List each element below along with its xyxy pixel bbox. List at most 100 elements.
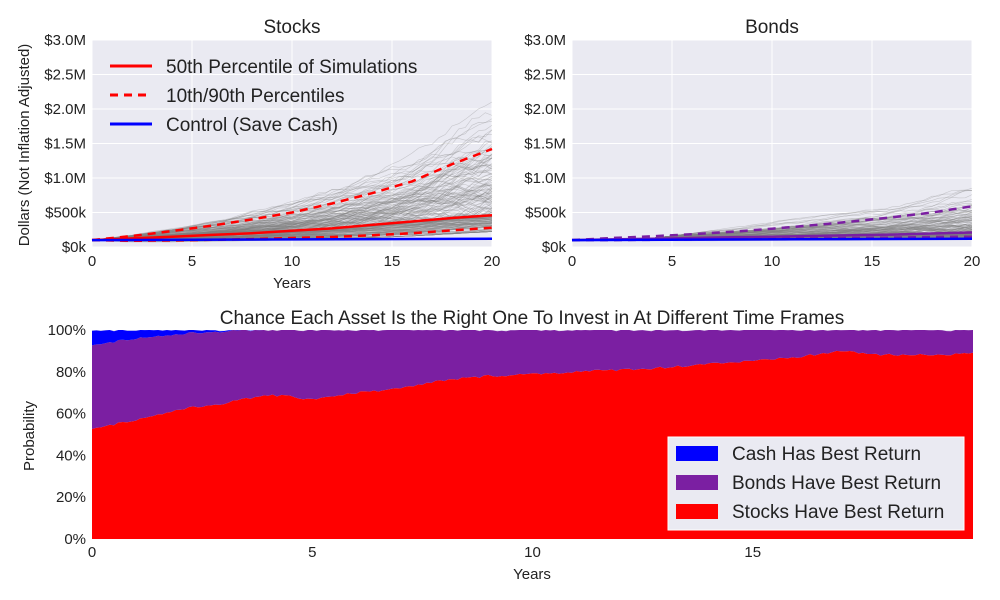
stocks-simulation-160 xyxy=(91,163,493,241)
stocks-simulation-176 xyxy=(91,194,493,241)
stocks-simulation-36 xyxy=(91,164,493,241)
bonds-title: Bonds xyxy=(745,17,799,38)
stocks-y-ticks: $0k $500k $1.0M $1.5M $2.0M $2.5M $3.0M xyxy=(44,32,86,256)
probability-y-ticks: 0% 20% 40% 60% 80% 100% xyxy=(48,322,86,548)
stocks-y-axis-label: Dollars (Not Inflation Adjusted) xyxy=(16,44,33,247)
stocks-y-tick-label: $0k xyxy=(62,239,87,256)
probability-y-tick-label: 80% xyxy=(56,364,86,381)
stocks-x-tick-label: 5 xyxy=(188,253,196,270)
probability-y-tick-label: 100% xyxy=(48,322,86,339)
stocks-simulation-0 xyxy=(91,186,493,241)
stocks-simulation-77 xyxy=(91,158,493,241)
stocks-simulation-191 xyxy=(91,129,493,241)
bonds-y-tick-label: $0k xyxy=(542,239,567,256)
stocks-simulation-146 xyxy=(91,156,493,241)
probability-y-tick-label: 0% xyxy=(64,531,86,548)
stocks-simulation-136 xyxy=(91,169,493,241)
bonds-p90-line xyxy=(571,205,973,242)
stocks-chart: Stocks 0 5 10 15 20 $0k$500k$1.0M$1.5M$2.0M$… xyxy=(16,17,500,292)
stocks-simulation-83 xyxy=(91,218,493,241)
stocks-simulation-145 xyxy=(91,191,493,241)
stocks-simulation-175 xyxy=(91,157,493,241)
probability-x-tick-label: 5 xyxy=(308,544,316,561)
stocks-simulation-32 xyxy=(91,167,493,241)
stocks-simulation-162 xyxy=(91,170,493,241)
bonds-x-tick-label: 10 xyxy=(764,253,781,270)
stocks-simulation-81 xyxy=(91,195,493,241)
stocks-y-tick-label: $1.0M xyxy=(44,170,86,187)
stocks-simulation-2 xyxy=(91,198,493,241)
stocks-title: Stocks xyxy=(263,17,320,38)
stocks-simulation-154 xyxy=(91,188,493,241)
probability-title: Chance Each Asset Is the Right One To In… xyxy=(220,308,845,329)
probability-legend: Cash Has Best Return Bonds Have Best Ret… xyxy=(667,436,965,531)
bonds-y-tick-label: $2.5M xyxy=(524,67,566,84)
stocks-x-axis-label: Years xyxy=(273,275,311,292)
legend-median-label: 50th Percentile of Simulations xyxy=(166,57,417,78)
stocks-grid xyxy=(91,39,493,248)
stocks-p10-line xyxy=(91,226,493,243)
stocks-y-tick-label: $3.0M xyxy=(44,32,86,49)
stocks-simulation-54 xyxy=(91,143,493,241)
bonds-x-tick-label: 20 xyxy=(964,253,981,270)
probability-x-tick-label: 0 xyxy=(88,544,96,561)
probability-y-tick-label: 20% xyxy=(56,489,86,506)
stocks-simulation-22 xyxy=(91,136,493,241)
bonds-chart: Bonds 0 5 10 15 20 $0k $500k $1.0M $1.5M $2.0M $2… xyxy=(524,17,980,270)
bonds-y-tick-label: $2.0M xyxy=(524,101,566,118)
bonds-y-tick-label: $1.0M xyxy=(524,170,566,187)
stocks-p90-line xyxy=(91,147,493,242)
stocks-x-tick-label: 20 xyxy=(484,253,501,270)
stocks-simulation-110 xyxy=(91,140,493,241)
stocks-simulation-185 xyxy=(91,183,493,241)
stocks-simulation-37 xyxy=(91,112,493,241)
area-cash-has-best-return xyxy=(92,330,973,346)
stocks-x-tick-label: 15 xyxy=(384,253,401,270)
stocks-simulation-197 xyxy=(91,180,493,241)
stocks-simulation-167 xyxy=(91,218,493,241)
legend-cash-label: Cash Has Best Return xyxy=(732,444,921,465)
bonds-x-ticks: 0 5 10 15 20 xyxy=(568,253,981,270)
stocks-x-tick-label: 10 xyxy=(284,253,301,270)
stocks-simulation-114 xyxy=(91,153,493,241)
stocks-simulation-137 xyxy=(91,176,493,241)
bonds-percentile-lines xyxy=(571,205,973,242)
bonds-x-tick-label: 0 xyxy=(568,253,576,270)
probability-chart: Chance Each Asset Is the Right One To In… xyxy=(21,308,973,583)
bonds-y-tick-label: $1.5M xyxy=(524,136,566,153)
bonds-x-tick-label: 15 xyxy=(864,253,881,270)
bonds-y-tick-label: $500k xyxy=(525,205,566,222)
stocks-percentile-lines xyxy=(91,147,493,243)
stocks-simulation-193 xyxy=(91,209,493,241)
stocks-simulation-5 xyxy=(91,154,493,241)
legend-bonds-swatch xyxy=(676,475,718,490)
legend-bonds-label: Bonds Have Best Return xyxy=(732,473,941,494)
stocks-median-line xyxy=(91,214,493,242)
bonds-control-line xyxy=(571,237,973,242)
stocks-simulation-68 xyxy=(91,196,493,241)
stocks-simulation-79 xyxy=(91,194,493,241)
stocks-simulation-170 xyxy=(91,154,493,241)
stocks-y-tick-label: $500k xyxy=(45,205,86,222)
legend-control-label: Control (Save Cash) xyxy=(166,115,338,136)
probability-y-tick-label: 60% xyxy=(56,406,86,423)
stocks-simulation-70 xyxy=(91,124,493,241)
stocks-simulation-88 xyxy=(91,218,492,241)
stocks-simulation-38 xyxy=(91,174,493,241)
stocks-simulation-121 xyxy=(91,198,493,241)
stocks-simulation-16 xyxy=(91,149,493,241)
stocks-simulation-40 xyxy=(91,118,493,241)
legend-stocks-swatch xyxy=(676,504,718,519)
stocks-simulation-63 xyxy=(91,134,492,241)
stocks-simulation-43 xyxy=(91,101,493,241)
stocks-simulation-165 xyxy=(91,182,493,241)
legend-cash-swatch xyxy=(676,446,718,461)
stocks-simulation-109 xyxy=(91,195,493,241)
area-bonds-have-best-return xyxy=(92,330,973,429)
stocks-simulation-29 xyxy=(91,180,493,241)
probability-y-axis-label: Probability xyxy=(21,400,38,471)
stocks-simulation-94 xyxy=(91,192,493,241)
stocks-simulation-61 xyxy=(91,173,493,241)
bonds-x-tick-label: 5 xyxy=(668,253,676,270)
